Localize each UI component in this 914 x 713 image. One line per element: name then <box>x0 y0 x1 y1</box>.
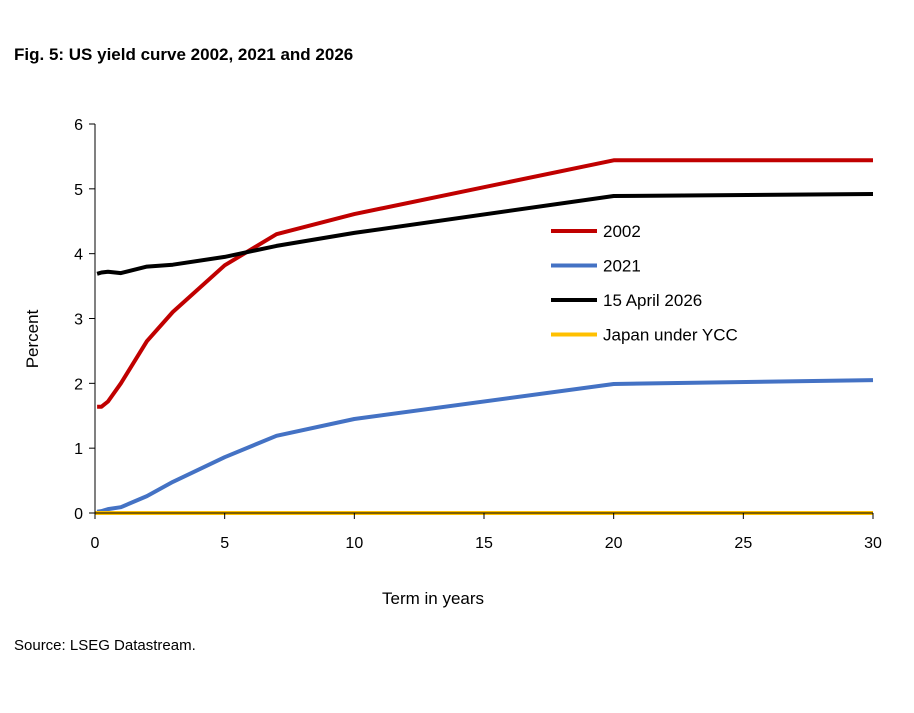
x-axis-title: Term in years <box>382 589 484 608</box>
x-tick-label-3: 15 <box>475 535 493 552</box>
source-note: Source: LSEG Datastream. <box>14 637 196 654</box>
x-tick-label-4: 20 <box>605 535 623 552</box>
series-line-2 <box>96 192 874 276</box>
legend-label-0: 2002 <box>603 222 641 241</box>
y-tick-label-2: 2 <box>74 376 83 393</box>
legend: 2002 2021 15 April 2026 Japan under YCC <box>551 222 738 345</box>
x-tick-label-5: 25 <box>734 535 752 552</box>
y-tick-label-3: 3 <box>74 312 83 329</box>
x-tick-label-1: 5 <box>220 535 229 552</box>
y-tick-label-4: 4 <box>74 247 83 264</box>
legend-label-3: Japan under YCC <box>603 326 738 345</box>
series-layer <box>95 158 874 515</box>
x-tick-label-0: 0 <box>91 535 100 552</box>
y-tick-label-1: 1 <box>74 441 83 458</box>
series-line-1 <box>96 378 874 514</box>
x-tick-label-2: 10 <box>345 535 363 552</box>
series-line-0 <box>97 158 873 409</box>
axes-layer: 0 1 2 3 4 5 6 0 5 10 15 20 25 30 <box>74 117 882 552</box>
y-tick-label-5: 5 <box>74 182 83 199</box>
legend-label-1: 2021 <box>603 257 641 276</box>
y-tick-label-0: 0 <box>74 506 83 523</box>
legend-label-2: 15 April 2026 <box>603 291 702 310</box>
y-axis-title: Percent <box>23 309 42 368</box>
chart-title: Fig. 5: US yield curve 2002, 2021 and 20… <box>14 45 354 64</box>
y-tick-label-6: 6 <box>74 117 83 134</box>
x-tick-label-6: 30 <box>864 535 882 552</box>
